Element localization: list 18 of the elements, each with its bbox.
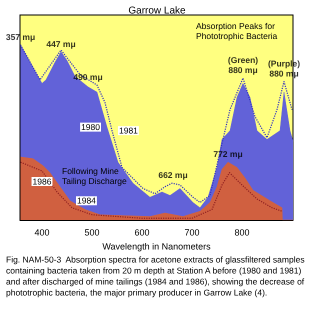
x-tick-label: 500 xyxy=(84,228,100,238)
series-label: 1980 xyxy=(81,122,100,132)
x-tick-label: 700 xyxy=(184,228,200,238)
series-label: 1984 xyxy=(77,196,96,206)
x-axis-title: Wavelength in Nanometers xyxy=(102,242,212,252)
annotation: Following Mine Tailing Discharge xyxy=(62,166,127,186)
annotation: 357 mμ xyxy=(6,32,36,42)
text: Fig. NAM-50-3 Absorption spectra for acetone extracts of glassfiltered samples containing bacteria taken from 20 m depth at Station A before (1980 and 1981) and after discharged of mine tailings (1984 and 1986), showing the decrease of phototrophic bacteria, the major primary producer in Garrow Lake (4). xyxy=(6,254,307,298)
annotation: (Green) 880 mμ xyxy=(228,55,258,76)
annotation: 447 mμ xyxy=(46,38,76,49)
text: Absorption Peaks for Phototrophic Bacteria xyxy=(196,21,278,41)
annotation: 662 mμ xyxy=(158,170,188,180)
x-tick-label: 400 xyxy=(34,228,50,238)
x-tick-label: 800 xyxy=(234,228,250,238)
x-tick-label: 600 xyxy=(134,228,150,238)
series-label: 1981 xyxy=(119,126,138,136)
chart-title: Garrow Lake xyxy=(128,6,186,16)
series-label: 1986 xyxy=(32,176,52,186)
